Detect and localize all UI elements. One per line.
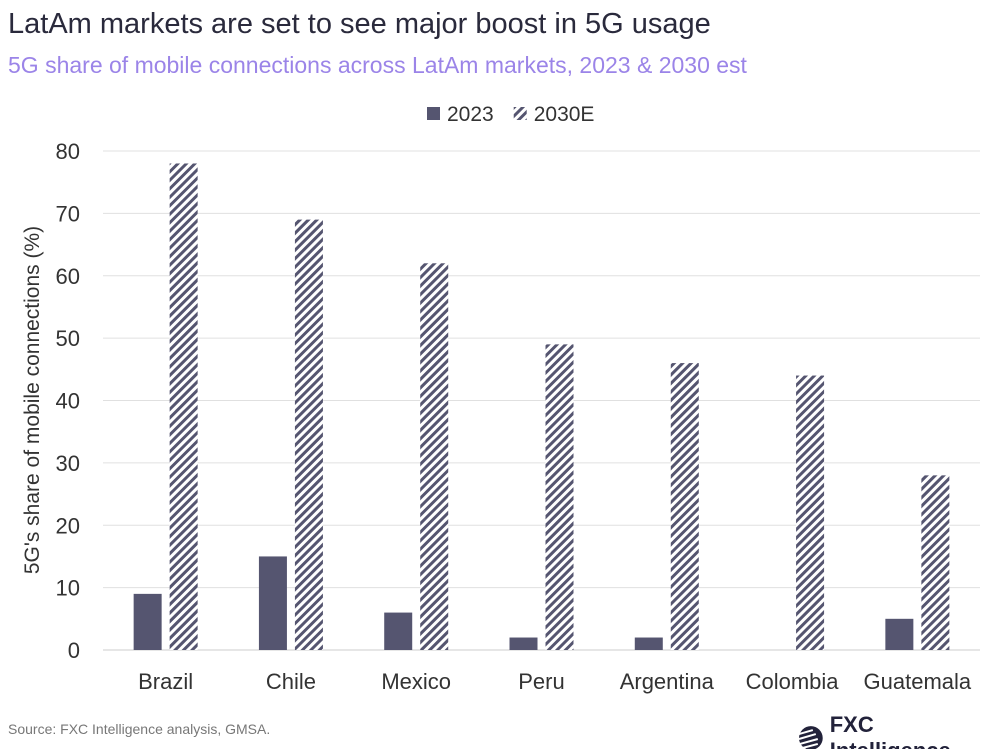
legend-label: 2030E <box>534 103 595 126</box>
x-tick-label: Guatemala <box>864 669 972 694</box>
bar-2023-Brazil <box>133 593 162 650</box>
y-tick-label: 20 <box>56 513 80 538</box>
x-tick-label: Peru <box>518 669 564 694</box>
logo-text: FXC Intelligence <box>829 712 951 749</box>
bar-2030E-Brazil <box>169 163 198 650</box>
y-tick-label: 60 <box>56 264 80 289</box>
chart-title: LatAm markets are set to see major boost… <box>8 8 711 40</box>
bar-2023-Argentina <box>634 637 663 650</box>
bar-2030E-Peru <box>545 344 574 650</box>
bar-2030E-Mexico <box>420 263 449 650</box>
y-tick-label: 80 <box>56 139 80 164</box>
y-tick-label: 30 <box>56 451 80 476</box>
legend-swatch-2023 <box>427 107 440 120</box>
y-tick-label: 0 <box>68 638 80 663</box>
y-tick-label: 70 <box>56 201 80 226</box>
x-tick-label: Brazil <box>138 669 193 694</box>
bar-2023-Guatemala <box>885 618 914 650</box>
y-tick-label: 10 <box>56 576 80 601</box>
bar-2030E-Argentina <box>670 363 699 650</box>
y-tick-label: 50 <box>56 326 80 351</box>
bar-2030E-Colombia <box>796 375 825 650</box>
bar-2023-Peru <box>509 637 538 650</box>
chart-subtitle: 5G share of mobile connections across La… <box>8 52 747 78</box>
bar-2030E-Guatemala <box>921 475 950 650</box>
legend-swatch-2030E <box>513 107 527 120</box>
x-tick-label: Mexico <box>381 669 451 694</box>
logo-globe-icon <box>798 726 823 749</box>
bar-2023-Chile <box>258 556 287 650</box>
x-tick-label: Colombia <box>746 669 840 694</box>
bar-2030E-Chile <box>294 219 323 651</box>
bar-2023-Mexico <box>384 612 413 650</box>
x-tick-label: Argentina <box>620 669 715 694</box>
y-tick-label: 40 <box>56 389 80 414</box>
x-tick-label: Chile <box>266 669 316 694</box>
fxc-logo: FXC Intelligence <box>798 712 999 749</box>
legend-label: 2023 <box>447 103 494 126</box>
source-note: Source: FXC Intelligence analysis, GMSA. <box>8 721 271 737</box>
y-axis-label: 5G's share of mobile connections (%) <box>21 226 44 574</box>
